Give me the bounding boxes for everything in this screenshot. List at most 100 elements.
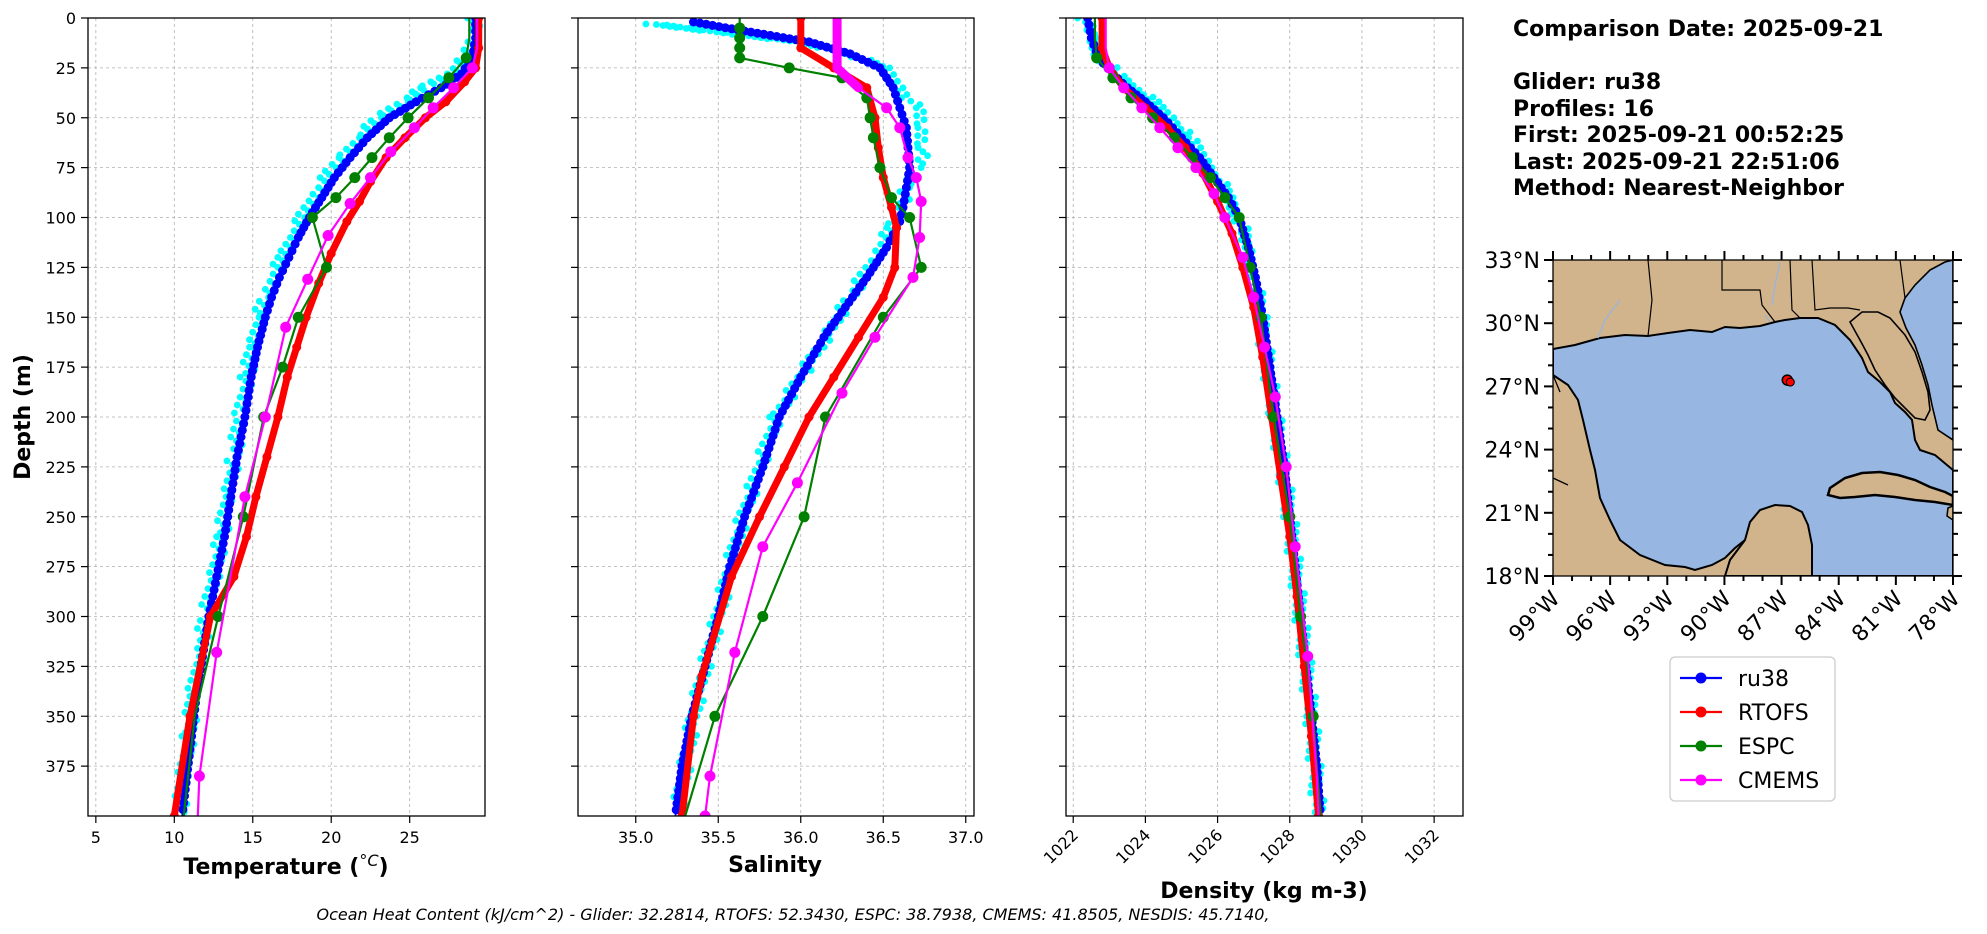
data-point [365,172,376,184]
y-tick-label: 0 [66,9,76,28]
series-cmems [193,18,479,816]
data-point [242,532,251,542]
data-point [284,252,294,262]
data-point [246,372,256,382]
data-point [282,240,290,248]
data-point [689,711,698,721]
y-tick-label: 250 [45,508,76,527]
data-point [402,112,414,124]
depth-axis-label: Depth (m) [11,354,36,480]
ocean-heat-content-footnote: Ocean Heat Content (kJ/cm^2) - Glider: 3… [316,905,1269,924]
data-point [237,425,247,435]
data-point [1197,144,1205,152]
density-grid [1066,17,1463,816]
data-point [890,71,897,78]
y-tick-label: 100 [45,209,76,228]
data-point [734,52,746,64]
temperature-grid [88,17,485,816]
gulf-of-mexico-water [1553,317,1953,576]
x-tick-label: 1028 [1256,825,1298,867]
map-lat-label: 30°N [1485,312,1540,337]
legend-items: ru38 RTOFS ESPC CMEMS [1680,667,1819,794]
data-point [255,297,263,305]
first-profile-time: First: 2025-09-21 00:52:25 [1513,123,1844,148]
data-point [903,91,911,98]
data-point [330,192,342,204]
map-lat-label: 33°N [1485,249,1540,274]
legend-label: ru38 [1738,667,1789,692]
data-point [914,124,922,132]
data-point [1097,18,1107,23]
data-point [1091,52,1103,64]
data-point [642,20,650,28]
data-point [919,148,927,156]
legend-label: RTOFS [1738,701,1809,726]
data-point [1312,693,1320,701]
y-tick-label: 125 [45,258,76,277]
y-tick-label: 325 [45,657,76,676]
data-point [874,162,886,174]
data-point [1219,192,1231,204]
data-point [408,122,420,134]
data-point [1248,291,1260,303]
data-point [706,620,714,628]
data-point [427,102,439,114]
x-tick-label: 25 [400,828,420,847]
data-point [227,433,235,441]
legend: ru38 RTOFS ESPC CMEMS [1669,656,1836,802]
data-point [1269,391,1281,403]
data-point [1227,199,1237,209]
yucatan-peninsula [1723,503,1813,576]
data-point [903,136,912,146]
data-point [269,260,277,268]
data-point [907,271,919,283]
data-point [902,129,912,139]
data-point [244,385,254,395]
data-point [1172,142,1184,154]
data-point [881,102,893,114]
data-point [423,92,434,104]
x-tick-label: 1022 [1040,825,1082,867]
data-point [924,152,931,160]
x-tick-label: 1030 [1329,825,1371,867]
glider-name: Glider: ru38 [1513,70,1661,95]
data-point [1136,102,1148,114]
data-point [261,285,269,293]
x-tick-label: 1024 [1112,825,1154,867]
data-point [210,541,217,549]
data-point [878,292,888,302]
data-point [187,676,195,684]
data-point [666,23,674,30]
data-point [723,551,730,559]
temperature-panel: 0 25 50 75 100 125 150 175 200 225 250 275 300 325 350… [11,9,486,880]
data-point [242,399,252,409]
data-point [1074,18,1081,22]
data-point [420,113,430,123]
data-point [169,811,179,816]
data-point [689,26,697,33]
data-point [804,412,814,422]
map-lon-label: 78°W [1905,586,1966,647]
glider-location-marker [1781,374,1795,387]
data-point [1084,20,1094,30]
data-point [708,663,715,670]
data-point [1302,650,1314,662]
data-point [309,190,317,198]
data-point [892,223,901,232]
density-panel: 1022 1024 1026 1028 1030 1032 Density (kg m-3… [1040,17,1464,904]
data-point [1103,62,1115,74]
data-point [233,401,241,409]
data-point [886,192,897,204]
x-tick-label: 15 [243,828,263,847]
y-tick-label: 300 [45,608,76,627]
y-tick-label: 275 [45,558,76,577]
y-tick-label: 25 [56,59,76,78]
data-point [796,43,806,53]
salinity-panel: 35.0 35.5 36.0 36.5 37.0 Salinity [571,17,984,878]
data-point [216,509,224,517]
data-point [1307,789,1314,797]
data-point [1160,103,1167,111]
data-point [321,261,332,273]
data-point [290,239,300,249]
